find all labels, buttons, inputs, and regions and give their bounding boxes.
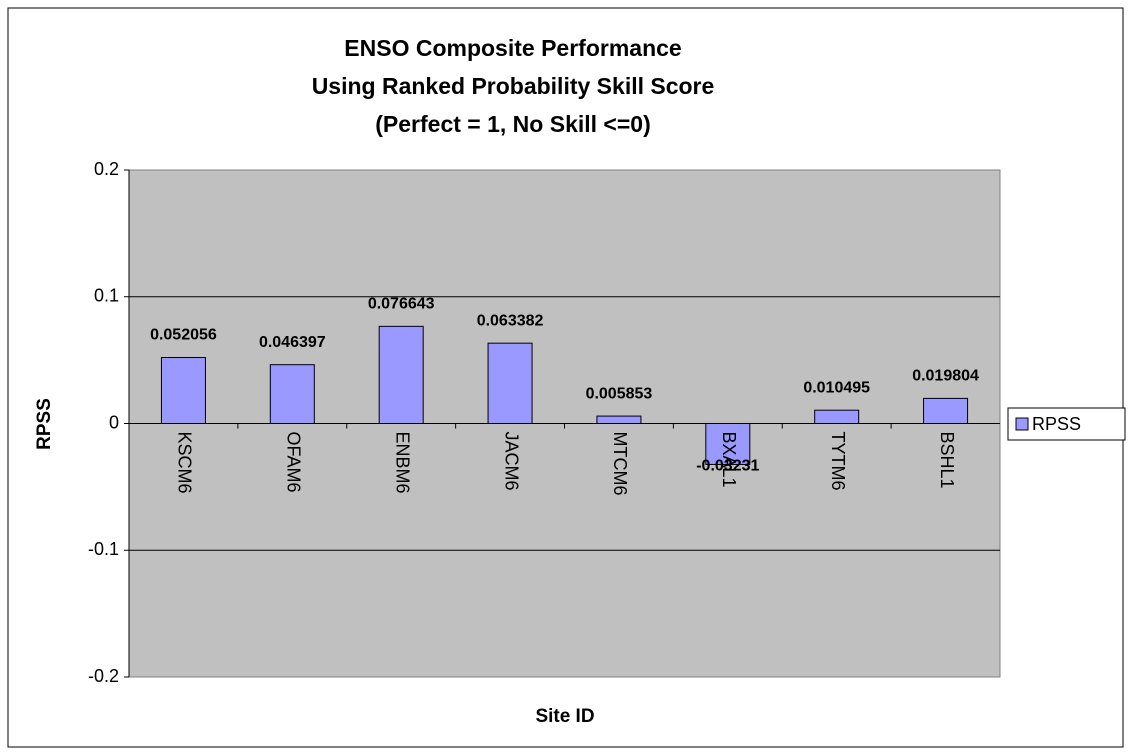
data-label: -0.03231 xyxy=(696,458,759,475)
x-axis-title: Site ID xyxy=(535,706,594,727)
bar xyxy=(705,423,751,465)
y-tick-label: -0.1 xyxy=(88,539,119,559)
bar xyxy=(814,409,860,425)
x-tick-label: BSHL1 xyxy=(937,432,957,489)
bar xyxy=(923,397,969,425)
data-label: 0.019804 xyxy=(912,368,979,385)
data-label: 0.005853 xyxy=(586,385,653,402)
data-label: 0.076643 xyxy=(368,296,435,313)
bar xyxy=(160,357,206,424)
x-tick-label: KSCM6 xyxy=(175,432,195,494)
y-axis-title: RPSS xyxy=(34,398,55,450)
bar xyxy=(269,364,315,424)
x-tick-label: OFAM6 xyxy=(284,432,304,493)
data-label: 0.063382 xyxy=(477,312,544,329)
y-tick-label: 0 xyxy=(109,412,119,432)
data-label: 0.046397 xyxy=(259,334,326,351)
x-tick-label: ENBM6 xyxy=(392,432,412,494)
legend-label: RPSS xyxy=(1032,414,1081,434)
data-label: 0.052056 xyxy=(150,327,217,344)
chart-title: Using Ranked Probability Skill Score xyxy=(312,73,715,99)
x-tick-label: JACM6 xyxy=(501,432,521,491)
x-tick-label: MTCM6 xyxy=(610,432,630,496)
legend-swatch xyxy=(1015,417,1029,431)
chart-title: ENSO Composite Performance xyxy=(344,35,681,61)
bar xyxy=(378,325,424,425)
x-tick-label: BXAL1 xyxy=(719,432,739,488)
chart-title: (Perfect = 1, No Skill <=0) xyxy=(375,111,650,137)
y-tick-label: 0.1 xyxy=(94,286,119,306)
y-tick-label: -0.2 xyxy=(88,666,119,686)
bar xyxy=(487,342,533,425)
bar xyxy=(596,415,642,425)
y-tick-label: 0.2 xyxy=(94,159,119,179)
data-label: 0.010495 xyxy=(803,379,870,396)
x-tick-label: TYTM6 xyxy=(828,432,848,491)
